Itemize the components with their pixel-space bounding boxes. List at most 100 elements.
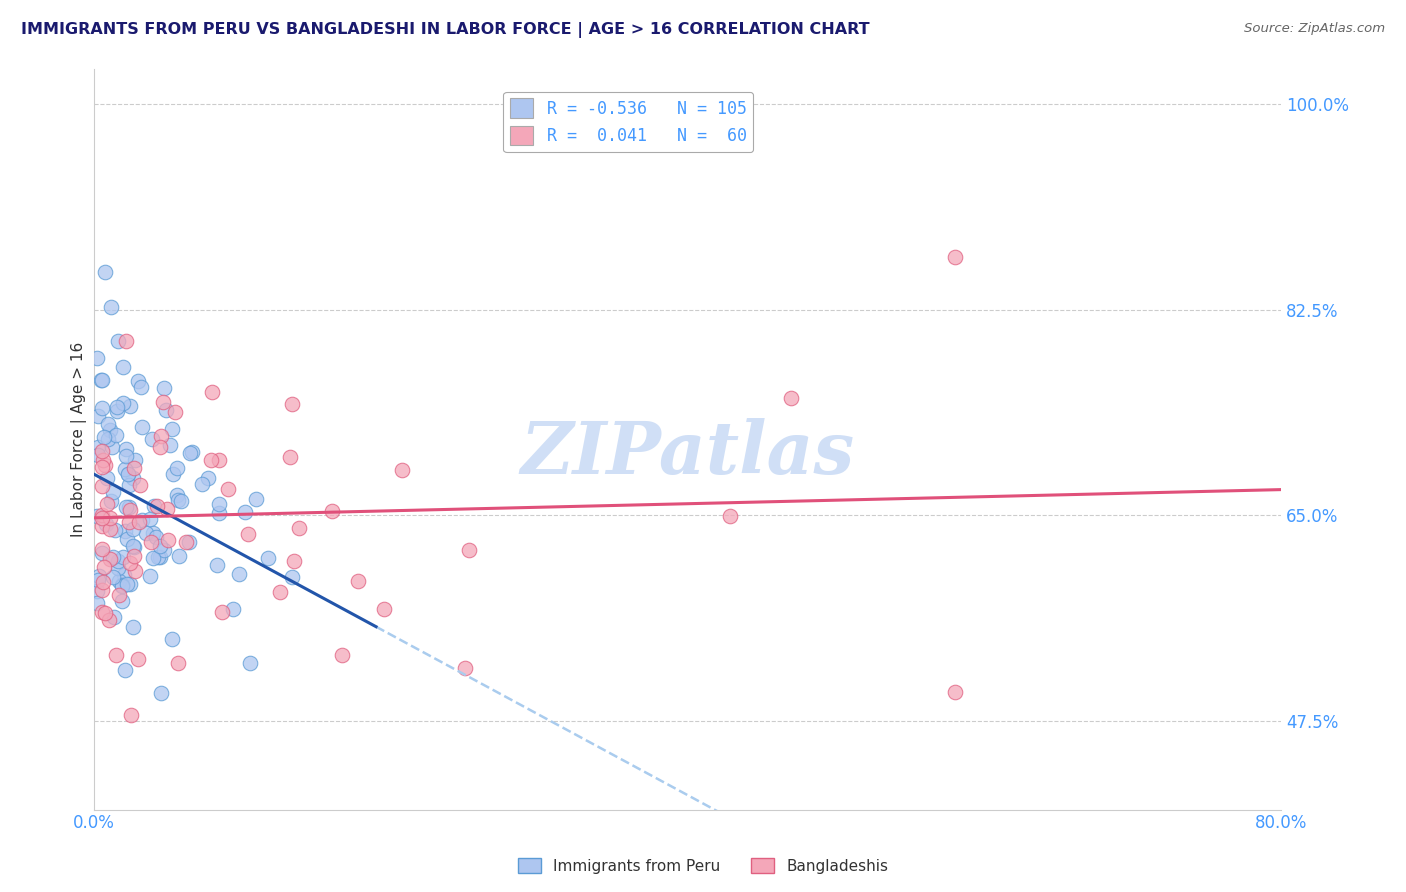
Point	[118, 503, 141, 517]
Point	[114, 334, 136, 348]
Point	[281, 569, 304, 583]
Point	[121, 539, 143, 553]
Point	[111, 594, 134, 608]
Point	[228, 567, 250, 582]
Point	[98, 522, 121, 536]
Point	[166, 657, 188, 671]
Point	[162, 422, 184, 436]
Point	[122, 460, 145, 475]
Point	[139, 511, 162, 525]
Point	[170, 493, 193, 508]
Text: IMMIGRANTS FROM PERU VS BANGLADESHI IN LABOR FORCE | AGE > 16 CORRELATION CHART: IMMIGRANTS FROM PERU VS BANGLADESHI IN L…	[21, 22, 870, 38]
Point	[107, 334, 129, 349]
Point	[117, 467, 139, 482]
Point	[149, 441, 172, 455]
Point	[114, 663, 136, 677]
Point	[94, 607, 117, 621]
Point	[145, 530, 167, 544]
Point	[112, 549, 135, 564]
Point	[283, 554, 305, 568]
Point	[96, 497, 118, 511]
Point	[205, 558, 228, 573]
Text: ZIPatlas: ZIPatlas	[520, 418, 855, 490]
Point	[87, 441, 110, 455]
Point	[107, 561, 129, 575]
Point	[111, 579, 134, 593]
Point	[142, 525, 165, 540]
Point	[96, 471, 118, 485]
Point	[139, 534, 162, 549]
Point	[120, 399, 142, 413]
Point	[454, 661, 477, 675]
Point	[98, 551, 121, 566]
Point	[121, 522, 143, 536]
Point	[238, 526, 260, 541]
Point	[90, 460, 112, 475]
Point	[222, 602, 245, 616]
Point	[179, 446, 201, 460]
Point	[373, 602, 395, 616]
Point	[165, 405, 187, 419]
Legend: Immigrants from Peru, Bangladeshis: Immigrants from Peru, Bangladeshis	[512, 852, 894, 880]
Point	[97, 432, 120, 446]
Point	[321, 504, 343, 518]
Point	[90, 508, 112, 523]
Point	[115, 500, 138, 514]
Point	[112, 568, 135, 582]
Point	[86, 509, 108, 524]
Point	[108, 574, 131, 588]
Point	[149, 686, 172, 700]
Point	[103, 570, 125, 584]
Point	[90, 605, 112, 619]
Point	[100, 423, 122, 437]
Point	[91, 574, 114, 589]
Point	[89, 569, 111, 583]
Point	[131, 420, 153, 434]
Point	[97, 613, 120, 627]
Text: Source: ZipAtlas.com: Source: ZipAtlas.com	[1244, 22, 1385, 36]
Point	[167, 549, 190, 563]
Point	[148, 550, 170, 565]
Point	[153, 542, 176, 557]
Point	[159, 437, 181, 451]
Point	[780, 391, 803, 405]
Point	[107, 554, 129, 568]
Point	[93, 265, 115, 279]
Point	[118, 500, 141, 514]
Point	[103, 523, 125, 537]
Point	[90, 511, 112, 525]
Point	[90, 519, 112, 533]
Point	[191, 477, 214, 491]
Point	[105, 400, 128, 414]
Legend: R = -0.536   N = 105, R =  0.041   N =  60: R = -0.536 N = 105, R = 0.041 N = 60	[503, 92, 754, 152]
Point	[94, 516, 117, 531]
Point	[98, 511, 121, 525]
Point	[90, 542, 112, 557]
Point	[124, 541, 146, 555]
Point	[90, 583, 112, 598]
Point	[93, 559, 115, 574]
Point	[103, 610, 125, 624]
Point	[239, 656, 262, 670]
Point	[166, 488, 188, 502]
Point	[91, 453, 114, 467]
Point	[115, 532, 138, 546]
Point	[86, 351, 108, 365]
Point	[167, 492, 190, 507]
Point	[124, 453, 146, 467]
Point	[91, 401, 114, 415]
Point	[287, 521, 309, 535]
Point	[115, 449, 138, 463]
Point	[150, 428, 173, 442]
Point	[120, 577, 142, 591]
Point	[108, 588, 131, 602]
Point	[162, 467, 184, 481]
Point	[142, 500, 165, 514]
Point	[217, 482, 239, 496]
Point	[103, 484, 125, 499]
Point	[127, 374, 149, 388]
Point	[94, 458, 117, 472]
Point	[718, 509, 741, 524]
Point	[90, 546, 112, 560]
Point	[100, 494, 122, 508]
